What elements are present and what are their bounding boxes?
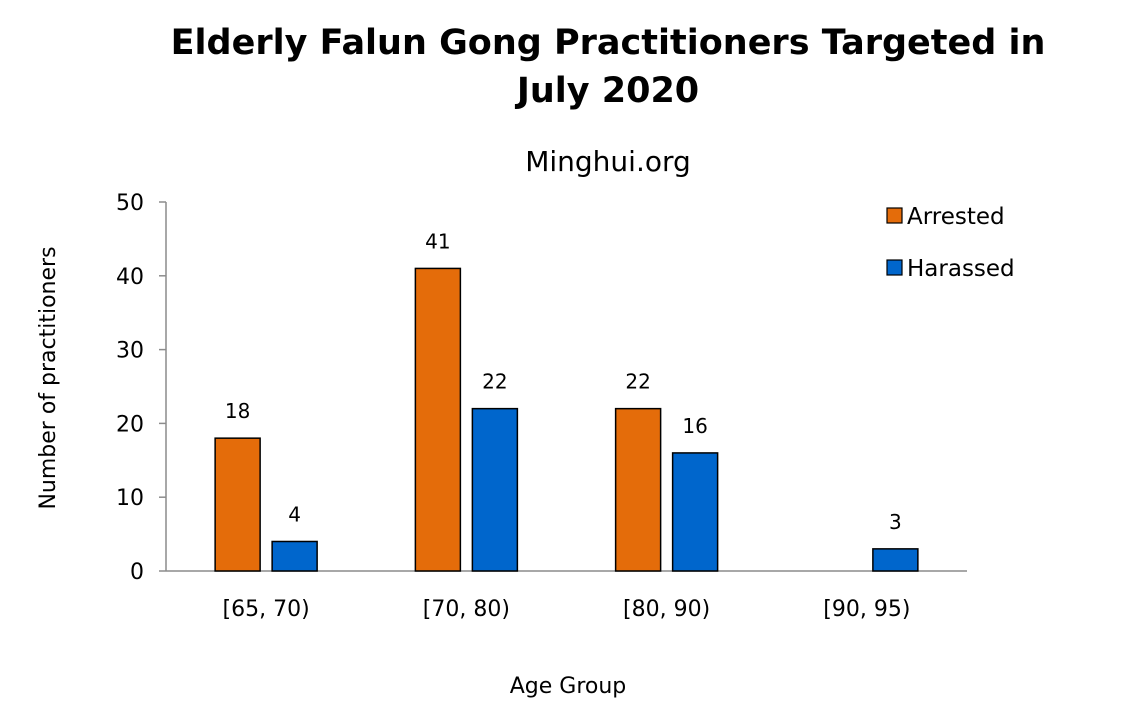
bar-arrested-1 — [414, 267, 462, 572]
chart-title-line2: July 2020 — [515, 71, 699, 111]
legend-label-arrested: Arrested — [907, 204, 1005, 230]
data-label-harassed-0: 4 — [288, 502, 301, 526]
data-label-harassed-3: 3 — [889, 510, 902, 534]
bar-harassed-2 — [671, 452, 719, 572]
bar-arrested-0 — [214, 437, 261, 572]
data-label-arrested-2: 22 — [625, 370, 650, 394]
legend-swatch-arrested — [886, 207, 903, 224]
data-label-arrested-0: 18 — [225, 399, 250, 423]
legend-label-harassed: Harassed — [907, 256, 1015, 282]
y-tick-label: 20 — [116, 412, 144, 437]
x-tick-label: [90, 95) — [823, 597, 910, 622]
y-tick-label: 40 — [116, 265, 144, 290]
bar-arrested-2 — [614, 407, 662, 572]
data-label-harassed-2: 16 — [682, 414, 707, 438]
data-labels: 18 4 41 22 22 16 3 — [225, 229, 902, 533]
bars — [214, 267, 919, 572]
y-axis: 0 10 20 30 40 50 — [116, 191, 167, 585]
x-axis: [65, 70) [70, 80) [80, 90) [90, 95) — [166, 570, 967, 622]
y-tick-label: 0 — [130, 560, 144, 585]
chart-subtitle: Minghui.org — [525, 145, 691, 178]
bar-harassed-1 — [471, 407, 519, 572]
y-axis-title: Number of practitioners — [36, 246, 61, 509]
legend-swatch-harassed — [886, 259, 903, 276]
x-axis-title: Age Group — [510, 674, 627, 699]
chart-title-line1: Elderly Falun Gong Practitioners Targete… — [171, 23, 1046, 63]
y-tick-label: 50 — [116, 191, 144, 216]
legend: Arrested Harassed — [886, 204, 1015, 282]
bar-harassed-0 — [271, 540, 318, 572]
x-tick-label: [70, 80) — [423, 597, 510, 622]
data-label-harassed-1: 22 — [482, 370, 507, 394]
bar-harassed-3 — [872, 548, 919, 572]
y-tick-label: 30 — [116, 339, 144, 364]
x-tick-label: [80, 90) — [623, 597, 710, 622]
y-tick-label: 10 — [116, 486, 144, 511]
data-label-arrested-1: 41 — [425, 229, 450, 253]
x-tick-label: [65, 70) — [223, 597, 310, 622]
